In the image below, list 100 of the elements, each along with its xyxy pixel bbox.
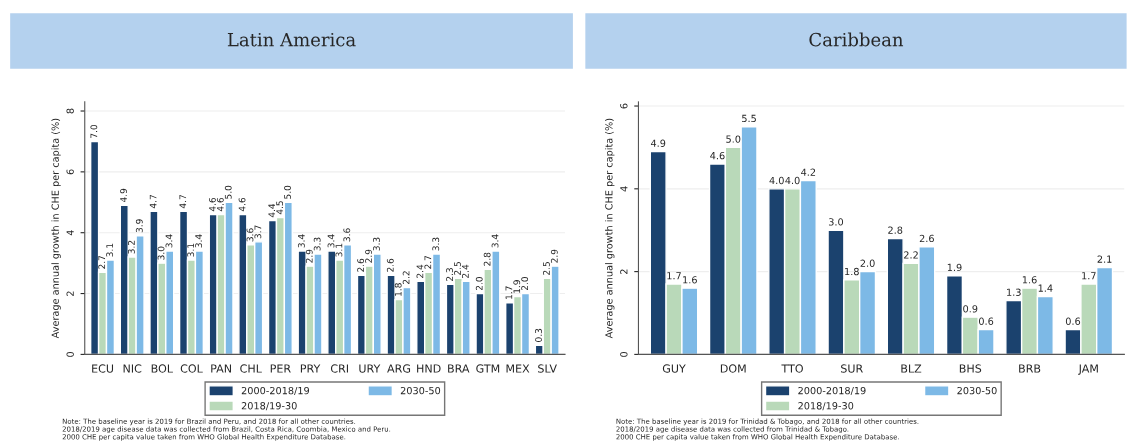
data-label: 0.9: [963, 305, 978, 313]
data-label: 7.0: [90, 124, 98, 138]
data-label: 3.4: [491, 234, 499, 248]
x-tick-label: BHS: [959, 364, 982, 373]
data-label: 2.6: [386, 258, 394, 272]
data-label: 4.9: [650, 139, 666, 147]
y-axis-title: Average annual growth in CHE per capita (%): [51, 118, 61, 339]
data-label: 1.6: [683, 276, 697, 284]
x-tick-label: BOL: [151, 364, 173, 373]
x-tick-label: PRY: [300, 364, 321, 373]
data-label: 5.0: [224, 185, 232, 199]
legend-label: 2000-2018/19: [798, 386, 866, 396]
data-label: 4.6: [710, 151, 725, 160]
data-label: 2.8: [483, 252, 491, 266]
x-tick-label: NIC: [123, 364, 142, 373]
x-tick-label: ECU: [92, 364, 114, 373]
data-label: 3.3: [373, 237, 380, 251]
data-label: 3.0: [157, 246, 165, 260]
data-label: 1.7: [667, 272, 681, 280]
legend-label: 2030-50: [957, 386, 997, 395]
data-label: 1.7: [505, 286, 513, 299]
legend-label: 2018/19-30: [241, 402, 297, 411]
data-label: 4.4: [268, 203, 275, 218]
x-tick-label: BLZ: [901, 364, 922, 373]
data-label: 1.8: [845, 267, 859, 276]
data-label: 2.3: [446, 268, 453, 281]
data-label: 2.9: [365, 249, 372, 263]
data-label: 1.8: [394, 283, 402, 296]
x-tick-label: CHL: [240, 364, 262, 373]
data-label: 1.9: [947, 263, 962, 272]
data-label: 3.0: [828, 218, 844, 226]
data-label: 3.3: [432, 237, 440, 251]
data-label: 3.4: [297, 234, 305, 248]
y-tick-label: 6: [620, 103, 628, 109]
data-label: 5.5: [742, 114, 756, 123]
data-label: 2.2: [402, 271, 410, 285]
data-label: 2.9: [305, 249, 313, 263]
x-tick-label: PER: [270, 364, 291, 373]
data-label: 1.9: [513, 280, 521, 293]
data-label: 3.3: [313, 237, 321, 251]
data-label: 2.2: [904, 251, 918, 259]
data-label: 3.7: [254, 225, 262, 239]
x-tick-label: SUR: [841, 364, 863, 373]
data-label: 4.6: [209, 197, 216, 212]
x-tick-label: MEX: [506, 364, 530, 373]
data-label: 4.5: [276, 201, 284, 215]
data-label: 2.5: [454, 262, 461, 275]
data-label: 3.2: [127, 240, 135, 254]
legend-label: 2030-50: [400, 386, 441, 395]
x-tick-label: GTM: [476, 364, 500, 373]
legend-label: 2018/19-30: [798, 402, 854, 411]
data-label: 4.7: [149, 195, 157, 209]
y-tick-label: 2: [66, 291, 74, 296]
x-tick-label: COL: [180, 364, 203, 373]
data-label: 2.6: [357, 258, 365, 272]
data-label: 3.1: [335, 243, 343, 257]
y-tick-label: 4: [66, 230, 74, 236]
data-label: 1.4: [1038, 284, 1053, 292]
data-label: 3.1: [187, 243, 195, 257]
data-label: 3.9: [135, 219, 143, 233]
legend-label: 2000-2018/19: [241, 386, 310, 396]
data-label: 3.4: [195, 234, 202, 248]
x-tick-label: ARG: [387, 364, 411, 373]
x-tick-label: URY: [359, 364, 381, 373]
data-label: 2.5: [543, 262, 550, 275]
data-label: 0.6: [979, 317, 994, 325]
data-label: 4.6: [216, 197, 224, 212]
data-label: 4.9: [120, 188, 127, 203]
x-tick-label: DOM: [720, 364, 746, 373]
data-label: 3.4: [327, 234, 335, 248]
data-label: 5.0: [284, 185, 291, 199]
data-label: 4.6: [238, 197, 246, 212]
data-label: 2.0: [475, 277, 483, 291]
x-tick-label: SLV: [538, 364, 557, 373]
y-axis-title: Average annual growth in CHE per capita (%): [605, 118, 615, 339]
data-label: 4.0: [769, 176, 784, 185]
data-label: 1.7: [1082, 272, 1096, 280]
data-label: 3.6: [343, 228, 351, 242]
data-label: 1.3: [1007, 288, 1021, 296]
data-label: 2.0: [860, 259, 875, 267]
data-label: 0.3: [535, 328, 542, 342]
x-tick-label: JAM: [1078, 364, 1098, 375]
x-tick-label: GUY: [662, 364, 686, 373]
data-label: 2.1: [1097, 255, 1112, 263]
x-tick-label: HND: [417, 364, 441, 373]
data-label: 4.7: [179, 195, 187, 209]
x-tick-label: TTO: [781, 364, 803, 373]
data-label: 3.1: [106, 243, 114, 257]
y-tick-label: 2: [620, 269, 628, 274]
data-label: 2.9: [550, 249, 558, 263]
y-tick-label: 0: [620, 351, 628, 357]
data-label: 2.7: [424, 255, 432, 269]
data-label: 2.7: [98, 255, 106, 269]
data-label: 2.6: [919, 234, 934, 243]
data-label: 4.0: [785, 176, 800, 185]
data-label: 2.4: [461, 264, 469, 278]
data-label: 5.0: [726, 135, 741, 143]
data-label: 2.8: [888, 226, 903, 234]
y-tick-label: 8: [66, 108, 74, 114]
y-tick-label: 6: [66, 169, 74, 175]
